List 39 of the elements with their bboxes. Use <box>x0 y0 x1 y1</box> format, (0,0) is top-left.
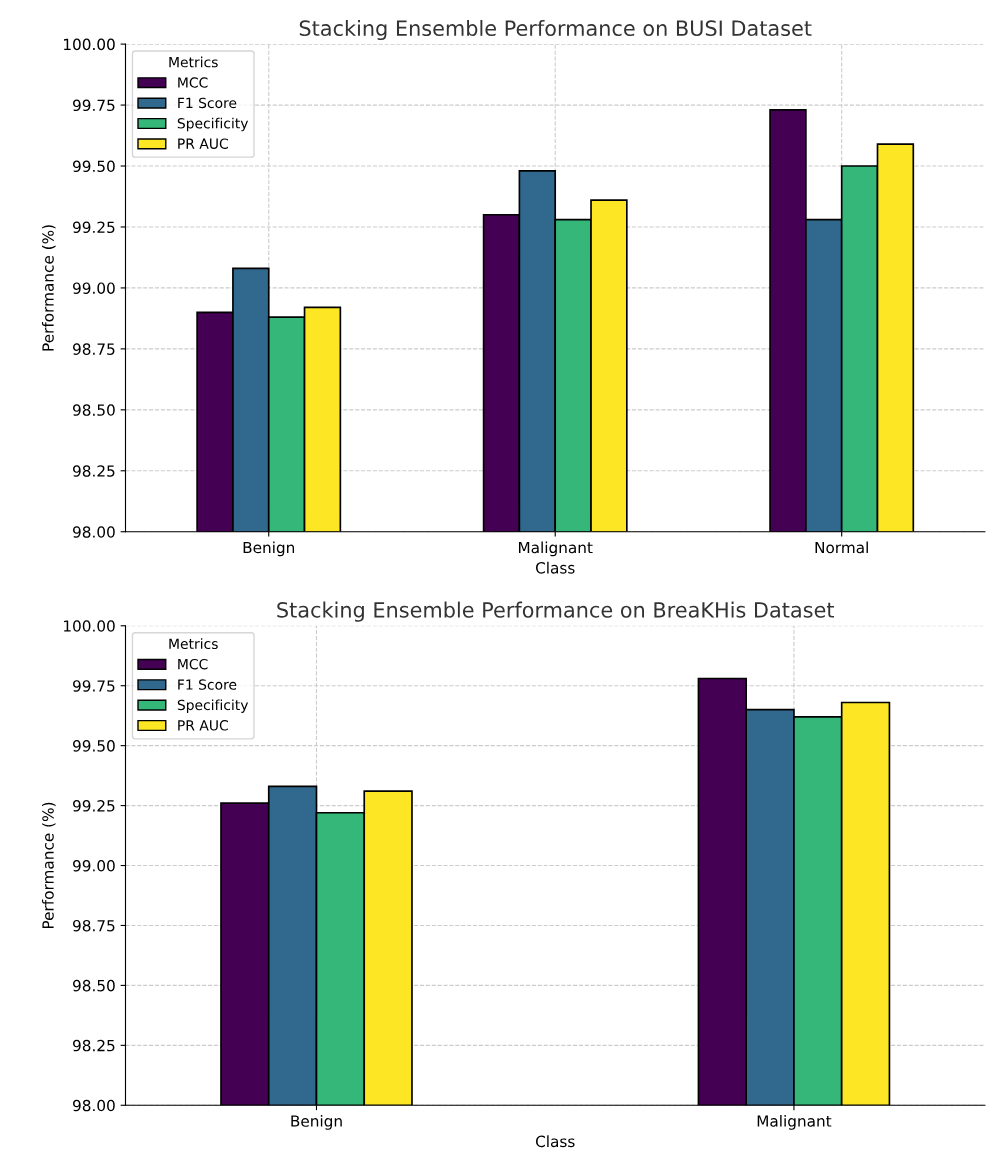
y-tick-label: 98.75 <box>73 919 115 932</box>
legend-label: F1 Score <box>178 97 237 109</box>
y-axis-title: Performance (%) <box>41 802 56 929</box>
y-tick-label: 100.00 <box>64 38 115 51</box>
x-tick-label: Normal <box>815 541 868 554</box>
legend-title: Metrics <box>169 56 218 68</box>
y-tick-label: 98.00 <box>73 526 115 538</box>
y-tick-label: 98.00 <box>73 1099 115 1112</box>
legend-label: PR AUC <box>178 138 228 149</box>
chart-title: Stacking Ensemble Performance on BreaKHis Dataset <box>277 601 835 622</box>
y-tick-label: 99.50 <box>73 160 115 173</box>
legend-label: Specificity <box>177 699 249 713</box>
legend-label: MCC <box>178 658 208 670</box>
y-tick-label: 98.50 <box>73 979 115 992</box>
x-tick-label: Malignant <box>518 541 593 557</box>
x-tick-label: Benign <box>291 1114 342 1130</box>
y-tick-label: 99.75 <box>73 680 115 692</box>
chart-title: Stacking Ensemble Performance on BUSI Dataset <box>299 19 812 41</box>
x-tick-label: Benign <box>243 541 295 557</box>
y-tick-label: 100.00 <box>64 620 115 632</box>
y-tick-label: 99.50 <box>73 740 115 752</box>
legend-title: Metrics <box>169 638 218 650</box>
x-tick-label: Malignant <box>757 1114 832 1130</box>
legend-label: Specificity <box>177 117 249 132</box>
y-axis-title: Performance (%) <box>41 225 56 351</box>
legend-label: PR AUC <box>178 720 228 731</box>
legend-label: F1 Score <box>178 679 237 690</box>
x-axis-title: Class <box>535 1135 575 1148</box>
y-tick-label: 99.00 <box>73 859 115 872</box>
y-tick-label: 99.00 <box>73 282 115 294</box>
y-tick-label: 98.25 <box>73 1039 115 1052</box>
x-axis-title: Class <box>535 561 575 574</box>
y-tick-label: 98.50 <box>73 404 115 416</box>
y-tick-label: 99.25 <box>73 221 115 233</box>
y-tick-label: 98.25 <box>73 465 115 477</box>
y-tick-label: 98.75 <box>73 343 115 355</box>
y-tick-label: 99.25 <box>73 800 115 812</box>
y-tick-label: 99.75 <box>73 99 115 112</box>
legend-label: MCC <box>178 77 208 88</box>
